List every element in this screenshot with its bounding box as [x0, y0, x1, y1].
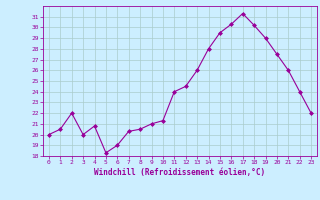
X-axis label: Windchill (Refroidissement éolien,°C): Windchill (Refroidissement éolien,°C) [94, 168, 266, 177]
